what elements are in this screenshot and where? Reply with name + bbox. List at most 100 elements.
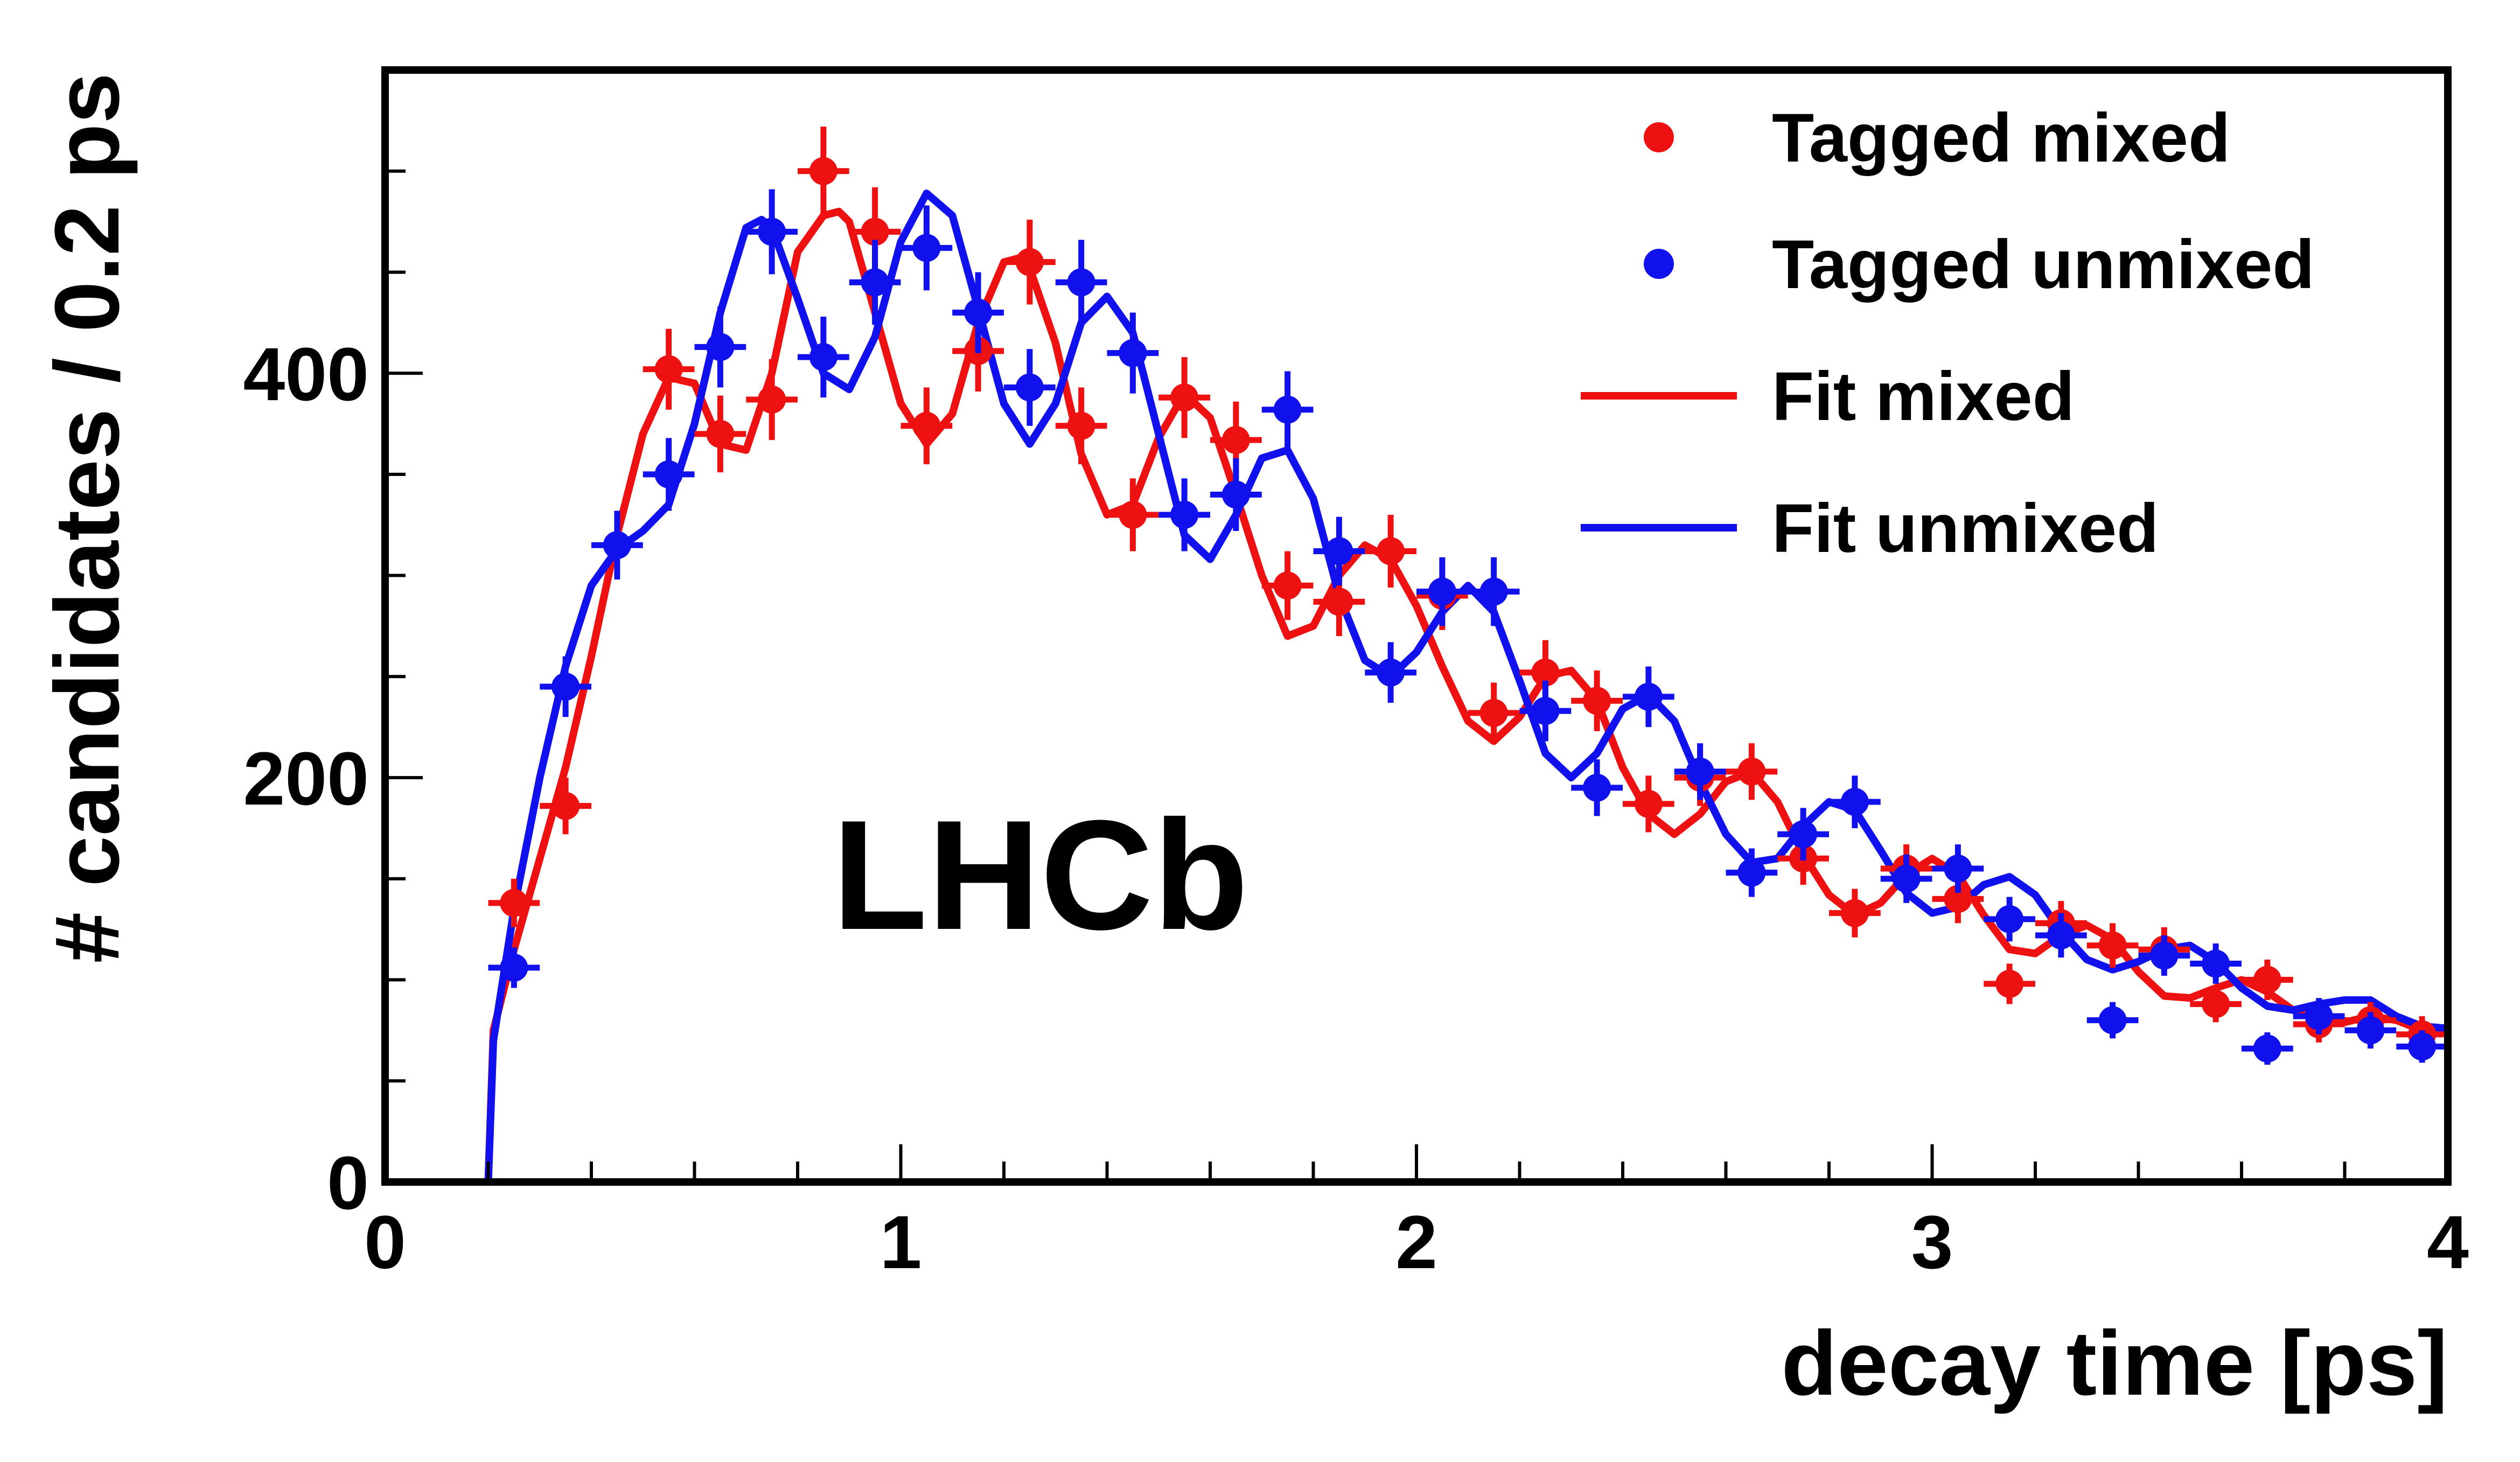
tagged-mixed-marker <box>861 218 889 246</box>
tagged-mixed-marker <box>2202 990 2230 1018</box>
tagged-mixed-marker <box>2253 966 2281 994</box>
tagged-unmixed-marker <box>2356 1016 2385 1045</box>
tagged-unmixed-marker <box>1583 773 1611 802</box>
tagged-mixed-marker <box>1221 426 1250 454</box>
tagged-unmixed-marker <box>603 531 631 559</box>
tagged-unmixed-marker <box>1686 757 1714 786</box>
tagged-mixed-point <box>1726 743 1778 800</box>
tagged-unmixed-marker <box>1531 697 1560 725</box>
tagged-mixed-marker <box>1583 687 1611 715</box>
tagged-unmixed-point <box>1880 854 1932 903</box>
tagged-mixed-point <box>746 359 798 440</box>
y-tick-label: 0 <box>327 1141 369 1225</box>
tagged-unmixed-point <box>1313 516 1365 586</box>
tagged-unmixed-point <box>488 947 540 988</box>
tagged-unmixed-marker <box>2202 949 2230 978</box>
tagged-unmixed-marker <box>2098 1006 2127 1034</box>
tagged-unmixed-point <box>643 438 695 511</box>
tagged-mixed-marker <box>1840 899 1869 927</box>
tagged-unmixed-marker <box>706 333 735 361</box>
tagged-mixed-point <box>798 127 849 216</box>
tagged-mixed-point <box>1623 775 1674 833</box>
tagged-unmixed-marker <box>654 460 683 488</box>
tagged-unmixed-marker <box>1737 858 1766 887</box>
tagged-unmixed-point <box>2242 1032 2293 1065</box>
tagged-unmixed-point <box>1623 666 1674 727</box>
tagged-mixed-marker <box>809 157 837 185</box>
legend-tagged-mixed: Tagged mixed <box>1644 100 2230 177</box>
lhcb-label: LHCb <box>832 788 1248 962</box>
tagged-unmixed-point <box>1365 642 1416 703</box>
tagged-unmixed-marker <box>1995 905 2024 933</box>
tagged-unmixed-marker <box>1221 480 1250 509</box>
tagged-mixed-marker <box>1273 571 1302 600</box>
legend-tagged-unmixed: Tagged unmixed <box>1644 226 2315 303</box>
tagged-unmixed-point <box>1004 349 1056 426</box>
tagged-unmixed-marker <box>1015 373 1044 402</box>
tagged-unmixed-point <box>2190 943 2242 984</box>
tagged-unmixed-point <box>2035 913 2087 958</box>
tagged-unmixed-marker <box>912 234 941 262</box>
tagged-unmixed-point <box>2138 935 2190 976</box>
tagged-unmixed-point <box>1674 743 1726 800</box>
x-tick-label: 0 <box>364 1200 406 1284</box>
tagged-unmixed-point <box>1158 478 1210 551</box>
legend: Tagged mixed Tagged unmixed Fit mixed Fit u… <box>1581 100 2315 567</box>
tagged-unmixed-point <box>540 656 591 717</box>
tagged-unmixed-marker <box>2150 941 2179 970</box>
tagged-unmixed-point <box>1571 759 1623 816</box>
tagged-unmixed-point <box>1416 557 1468 626</box>
tagged-mixed-point <box>540 778 591 835</box>
tagged-mixed-point <box>1158 357 1210 438</box>
tagged-unmixed-point <box>1777 808 1829 861</box>
tagged-unmixed-marker <box>1377 658 1405 687</box>
tagged-mixed-marker <box>1479 698 1508 727</box>
tagged-mixed-marker <box>1634 789 1663 818</box>
y-axis-title: # candidates / 0.2 ps <box>36 73 138 963</box>
tagged-unmixed-point <box>1055 240 1107 325</box>
tagged-unmixed-point <box>2344 1012 2397 1049</box>
tagged-unmixed-point <box>1984 897 2035 942</box>
tagged-unmixed-point <box>591 510 643 580</box>
tagged-unmixed-marker <box>1479 577 1508 606</box>
tagged-mixed-point <box>2086 923 2139 968</box>
tagged-unmixed-marker <box>809 343 837 372</box>
tagged-unmixed-marker <box>1119 339 1147 367</box>
legend-fit-unmixed: Fit unmixed <box>1581 490 2159 567</box>
legend-fit-mixed: Fit mixed <box>1581 358 2075 435</box>
tagged-unmixed-marker <box>1840 788 1869 816</box>
tagged-mixed-marker <box>1737 757 1766 786</box>
tagged-unmixed-marker <box>500 954 528 982</box>
x-tick-label: 3 <box>1911 1200 1953 1284</box>
tagged-mixed-marker <box>1067 411 1095 440</box>
tagged-unmixed-point <box>901 205 953 291</box>
tagged-unmixed-marker <box>1634 682 1663 711</box>
tagged-unmixed-marker <box>2408 1032 2437 1061</box>
tagged-unmixed-point <box>746 189 798 275</box>
plot-area <box>381 127 2452 1186</box>
tagged-mixed-point <box>1829 889 1881 938</box>
tagged-mixed-point <box>643 328 695 410</box>
tagged-mixed-point <box>1365 515 1416 588</box>
tagged-unmixed-point <box>2396 1030 2448 1063</box>
tagged-mixed-point <box>1107 478 1159 551</box>
tagged-unmixed-marker <box>1273 395 1302 424</box>
tagged-unmixed-marker <box>552 673 580 701</box>
x-axis-title: decay time [ps] <box>1781 1312 2448 1415</box>
tagged-mixed-marker <box>758 385 786 414</box>
tagged-unmixed-point <box>1468 557 1520 626</box>
tagged-mixed-point <box>901 387 953 465</box>
tagged-unmixed-point <box>1210 458 1262 531</box>
x-tick-label: 1 <box>880 1200 922 1284</box>
tagged-mixed-marker <box>500 889 528 917</box>
legend-fit-unmixed-label: Fit unmixed <box>1772 490 2159 567</box>
tagged-mixed-marker <box>706 419 735 448</box>
tagged-unmixed-marker <box>1325 537 1353 565</box>
tagged-unmixed-marker <box>2253 1034 2281 1063</box>
tagged-unmixed-marker <box>1944 855 1972 883</box>
axes: 0 1 2 3 4 0 200 400 <box>243 66 2469 1284</box>
tagged-mixed-marker <box>1377 537 1405 565</box>
tagged-mixed-point <box>1571 670 1623 731</box>
tagged-mixed-marker <box>1325 587 1353 616</box>
